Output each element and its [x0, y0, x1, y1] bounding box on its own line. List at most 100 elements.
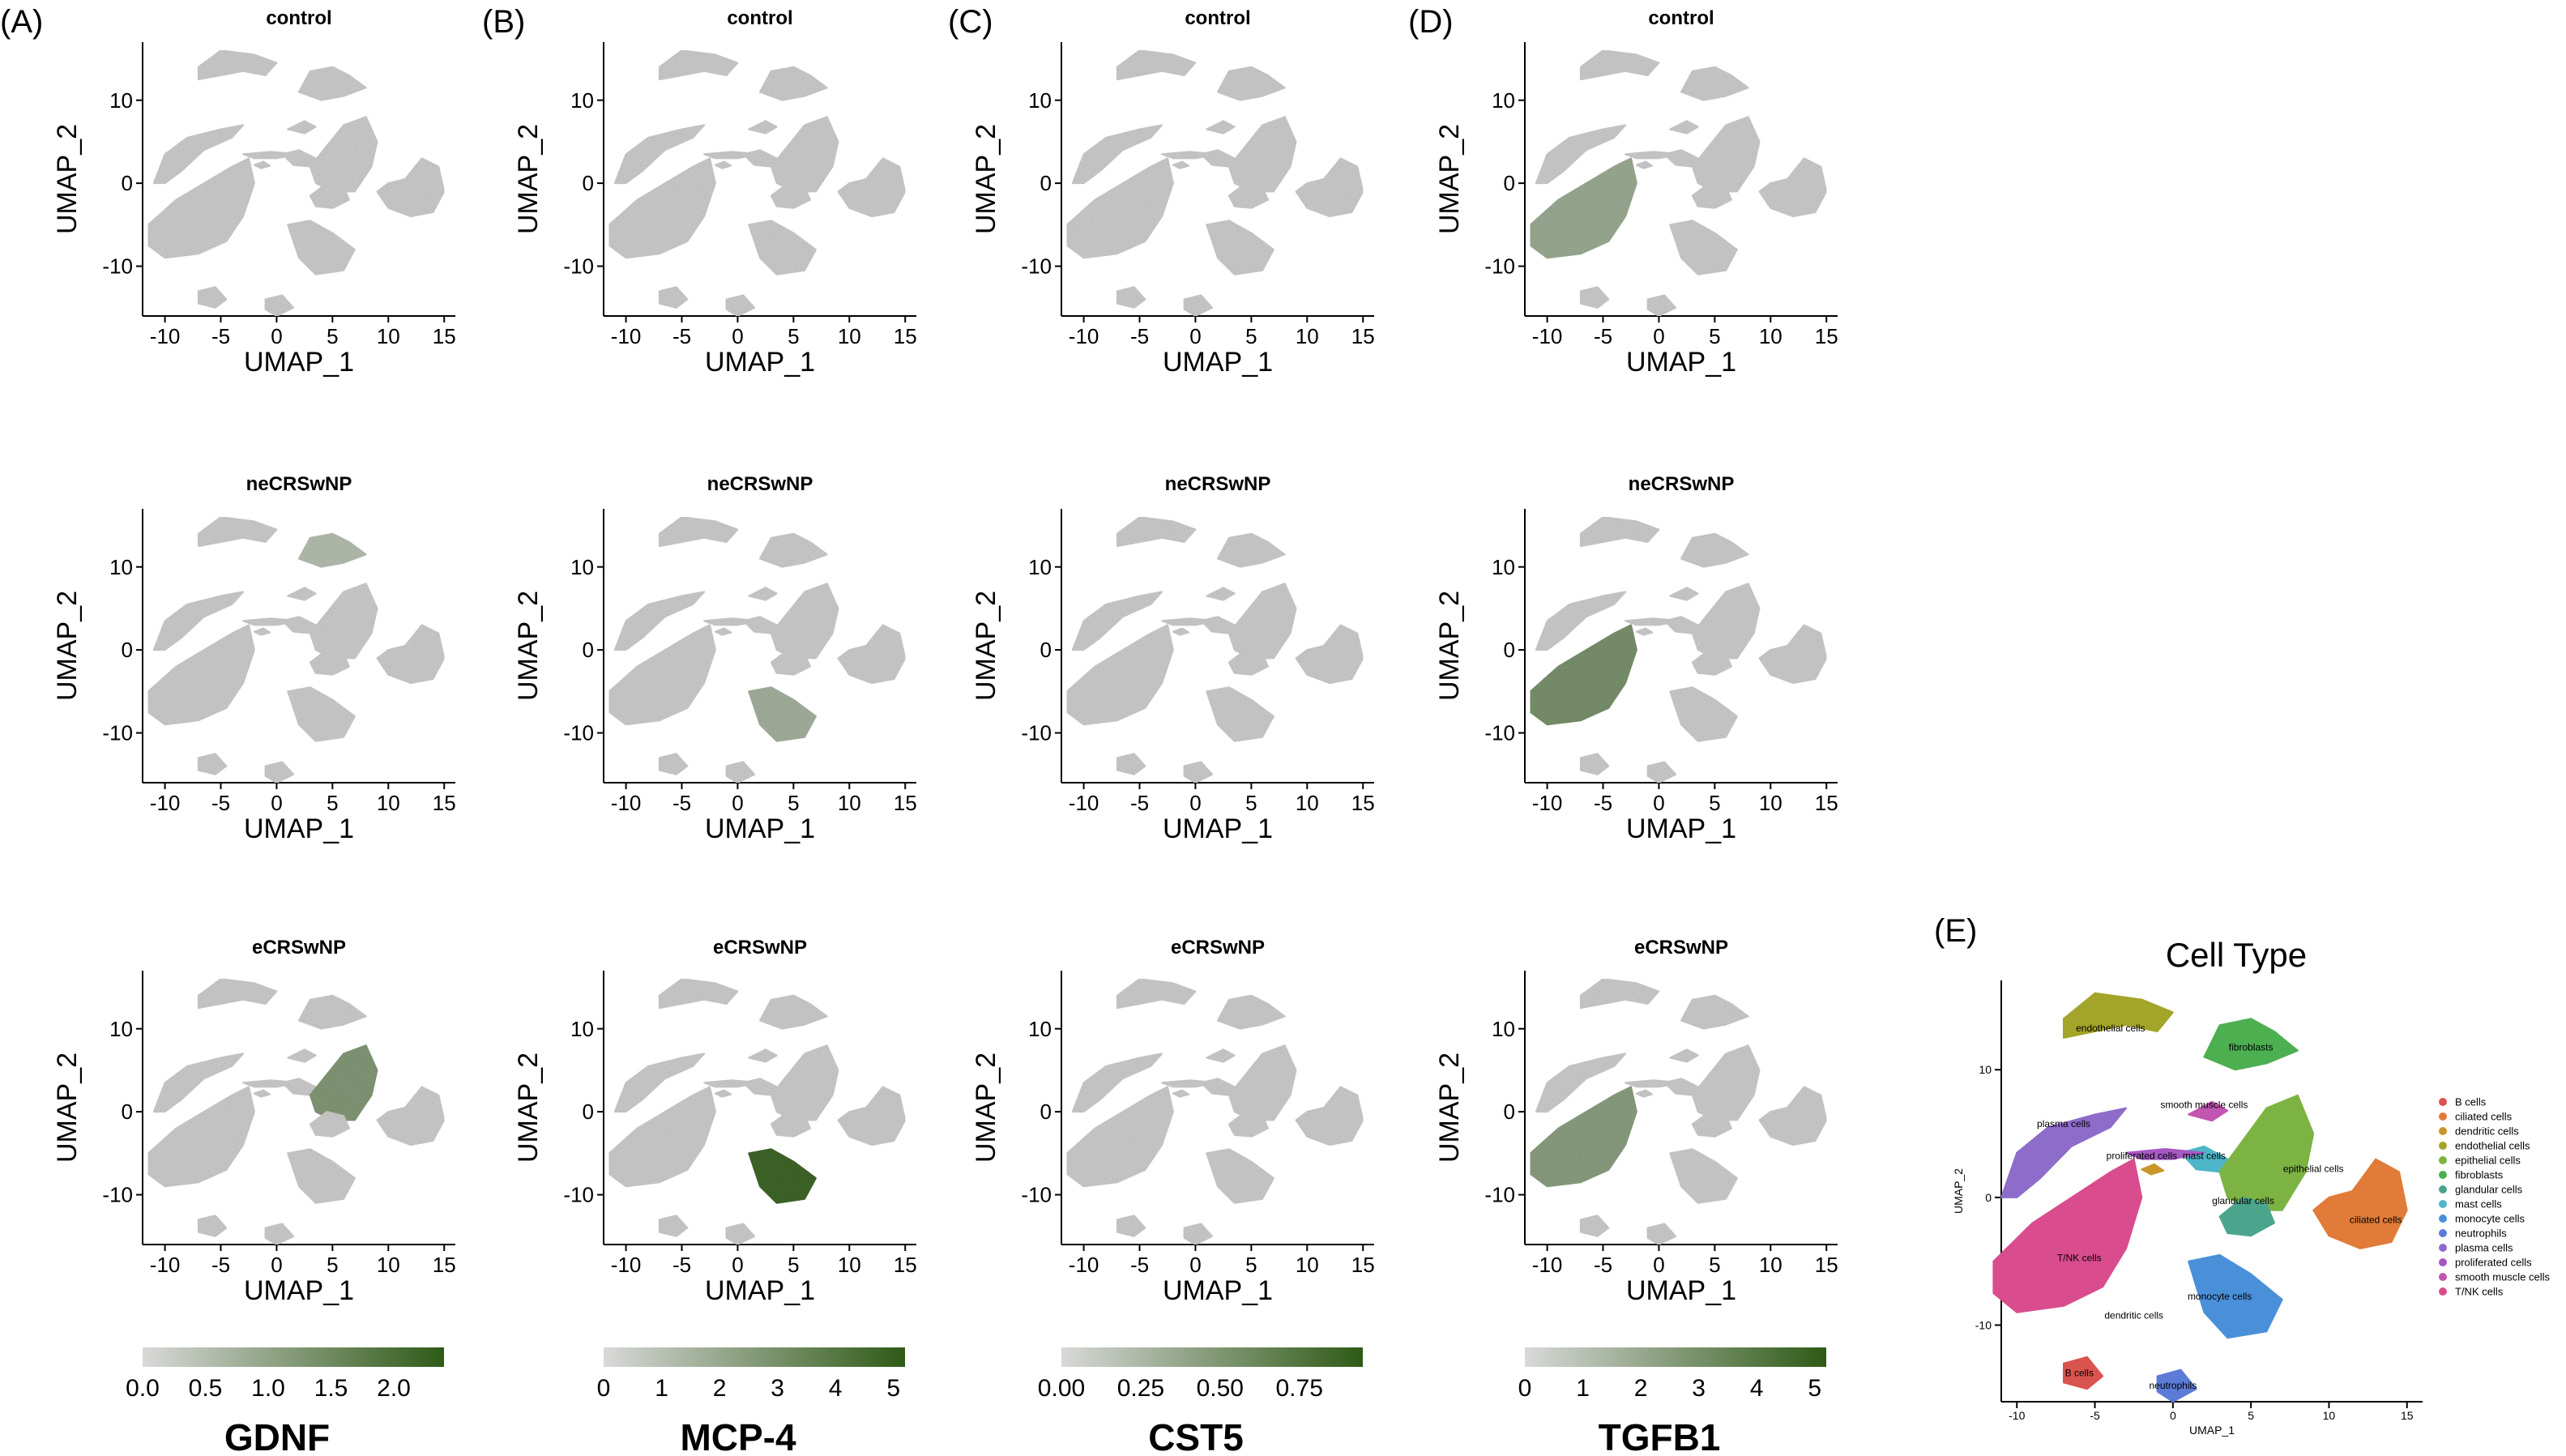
cluster-epithelial-cells [770, 1044, 839, 1121]
cluster-plasma-cells [613, 124, 706, 185]
cluster-neutrophils [725, 761, 756, 784]
cell-type-title: Cell Type [2166, 936, 2307, 974]
cluster-epithelial-cells [309, 1044, 378, 1121]
cluster-b-cells [1116, 753, 1146, 775]
legend-label: mast cells [2455, 1198, 2502, 1210]
x-tick-label: 10 [1296, 791, 1319, 815]
cluster-t-nk-cells [1529, 157, 1637, 259]
y-tick-label: 0 [122, 638, 133, 662]
x-tick-label: 0 [732, 324, 743, 348]
cluster-glandular-cells [1227, 182, 1269, 209]
cluster-label: fibroblasts [2229, 1042, 2274, 1053]
cluster-dendritic-cells [1172, 627, 1190, 636]
cluster-dendritic-cells [1635, 1089, 1654, 1098]
cluster-endothelial-cells [197, 978, 278, 1010]
legend-swatch [2439, 1142, 2447, 1150]
legend-label: endothelial cells [2455, 1140, 2530, 1152]
cluster-neutrophils [2156, 1368, 2197, 1403]
x-tick-label: 0 [1653, 1253, 1664, 1277]
cluster-monocyte-cells [1206, 686, 1274, 742]
umap-cst5-control: -10 -5 0 5 10 15 10 0 -10 UMAP_1 UMAP_2 control [971, 7, 1375, 378]
cluster-plasma-cells [1071, 1053, 1163, 1113]
cluster-fibroblasts [2203, 1018, 2299, 1071]
umap-mcp-4-ecrswnp: -10 -5 0 5 10 15 10 0 -10 UMAP_1 UMAP_2 eCRSwNP [513, 937, 917, 1306]
x-axis-label: UMAP_1 [1163, 1275, 1273, 1306]
cluster-epithelial-cells [1227, 583, 1297, 660]
cluster-dendritic-cells [714, 160, 732, 169]
cluster-ciliated-cells [1758, 624, 1828, 685]
x-axis-label: UMAP_1 [244, 1275, 354, 1306]
legend-swatch [2439, 1287, 2447, 1296]
cluster-dendritic-cells [253, 1089, 271, 1098]
cluster-neutrophils [725, 1223, 756, 1245]
cluster-plasma-cells [1535, 591, 1627, 651]
cluster-ciliated-cells [2312, 1158, 2408, 1249]
y-tick-label: 10 [1492, 1017, 1515, 1041]
x-tick-label: 15 [433, 791, 456, 815]
x-tick-label: 5 [327, 324, 338, 348]
x-tick-label: 5 [1709, 324, 1720, 348]
cluster-endothelial-cells [658, 978, 739, 1010]
x-tick-label: 5 [1245, 1253, 1257, 1277]
y-axis-label: UMAP_2 [1434, 124, 1465, 234]
x-tick-label: 5 [2248, 1409, 2254, 1422]
cluster-dendritic-cells [1172, 1089, 1190, 1098]
y-tick-label: 0 [122, 171, 133, 195]
cluster-plasma-cells [1535, 124, 1627, 185]
cluster-label: mast cells [2183, 1151, 2226, 1162]
cluster-smooth-muscle-cells [2188, 1100, 2229, 1122]
cluster-smooth-muscle-cells [1206, 587, 1236, 601]
x-tick-label: 0 [271, 1253, 282, 1277]
condition-title: eCRSwNP [713, 937, 807, 959]
panel-letter-d: (D) [1408, 4, 1454, 40]
panel-letter-a: (A) [0, 4, 43, 40]
x-tick-label: 5 [1245, 324, 1257, 348]
cluster-endothelial-cells [1116, 978, 1197, 1010]
y-tick-label: -10 [1484, 721, 1515, 745]
x-tick-label: -5 [1130, 791, 1149, 815]
y-axis-label: UMAP_2 [513, 124, 544, 234]
cluster-endothelial-cells [1579, 49, 1660, 81]
colorbar-tick-label: 1 [655, 1375, 668, 1402]
cluster-neutrophils [1646, 1223, 1677, 1245]
x-tick-label: -5 [1130, 324, 1149, 348]
cell-type-umap: -10 -5 0 5 10 15 10 0 -10 UMAP_1 UMAP_2 B cells cili… [1952, 980, 2551, 1437]
y-axis-label: UMAP_2 [1434, 591, 1465, 701]
condition-title: control [266, 7, 331, 29]
legend-swatch [2439, 1156, 2447, 1164]
legend-label: neutrophils [2455, 1228, 2507, 1240]
cluster-dendritic-cells [714, 627, 732, 636]
x-tick-label: -10 [150, 791, 181, 815]
y-tick-label: -10 [102, 1183, 133, 1207]
y-tick-label: 10 [1979, 1063, 1992, 1076]
y-tick-label: -10 [563, 1183, 594, 1207]
x-tick-label: 15 [894, 1253, 917, 1277]
cluster-b-cells [197, 753, 228, 775]
y-tick-label: 10 [570, 1017, 594, 1041]
cluster-proliferated-cells [1161, 1079, 1219, 1088]
clusters [147, 516, 446, 784]
y-tick-label: 0 [583, 171, 594, 195]
cluster-proliferated-cells [242, 151, 300, 160]
cluster-fibroblasts [298, 994, 367, 1030]
colorbar-tick-label: 3 [771, 1375, 784, 1402]
colorbar-tick-label: 0.5 [189, 1375, 223, 1402]
cluster-b-cells [2063, 1356, 2104, 1390]
x-tick-label: 10 [1296, 1253, 1319, 1277]
x-tick-label: 5 [1245, 791, 1257, 815]
x-tick-label: 0 [732, 1253, 743, 1277]
x-tick-label: 15 [1815, 1253, 1838, 1277]
cluster-monocyte-cells [1669, 220, 1738, 275]
cluster-fibroblasts [759, 66, 828, 101]
x-tick-label: 5 [788, 1253, 799, 1277]
cluster-b-cells [1579, 286, 1610, 309]
colorbar-tick-label: 2 [713, 1375, 727, 1402]
cluster-endothelial-cells [1116, 516, 1197, 548]
cluster-fibroblasts [759, 532, 828, 568]
cluster-glandular-cells [770, 1111, 811, 1138]
y-axis-label: UMAP_2 [513, 591, 544, 701]
cluster-endothelial-cells [2063, 992, 2174, 1039]
cluster-proliferated-cells [703, 151, 761, 160]
condition-title: control [727, 7, 792, 29]
